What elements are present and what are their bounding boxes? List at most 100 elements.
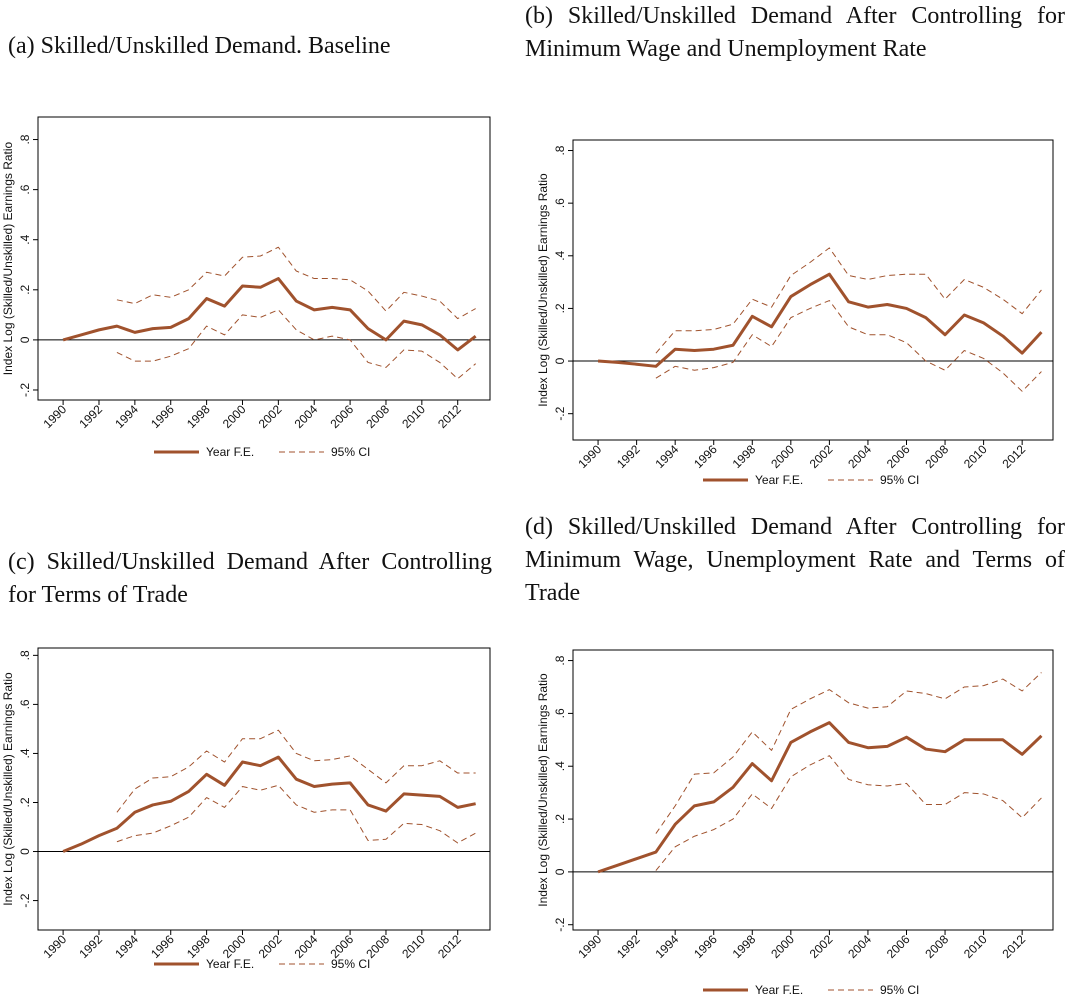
- x-tick-label: 1994: [653, 442, 682, 471]
- x-tick-label: 2006: [327, 402, 356, 431]
- chart-caption: (b) Skilled/Unskilled Demand After Contr…: [525, 3, 1065, 62]
- y-tick-label: -.2: [553, 917, 567, 931]
- x-tick-label: 2006: [884, 442, 913, 471]
- x-tick-label: 1994: [653, 932, 682, 961]
- plot-frame: [37, 647, 491, 931]
- x-tick-label: 1996: [148, 932, 177, 961]
- x-tick-label: 1996: [148, 402, 177, 431]
- y-tick-label: .8: [18, 650, 32, 660]
- y-tick-label: 0: [553, 868, 567, 875]
- y-axis-label: Index Log (Skilled/Unskilled) Earnings R…: [1, 672, 15, 906]
- plot-frame: [37, 116, 491, 401]
- x-tick-label: 2000: [768, 442, 797, 471]
- estimate-line: [597, 721, 1043, 874]
- legend-label: 95% CI: [880, 983, 919, 997]
- x-tick-label: 1998: [730, 932, 759, 961]
- x-tick-label: 2012: [999, 442, 1028, 471]
- estimate-line: [62, 755, 476, 853]
- x-tick-label: 2012: [435, 402, 464, 431]
- y-axis-label: Index Log (Skilled/Unskilled) Earnings R…: [1, 141, 15, 375]
- ci-upper-line: [116, 246, 476, 320]
- x-tick-label: 2002: [256, 402, 285, 431]
- x-tick-label: 1992: [76, 402, 105, 431]
- y-tick-label: .8: [553, 145, 567, 155]
- x-tick-label: 2010: [399, 402, 428, 431]
- ci-lower-line: [655, 300, 1042, 392]
- x-tick-label: 2010: [399, 932, 428, 961]
- x-tick-label: 1998: [184, 402, 213, 431]
- x-tick-label: 2000: [768, 932, 797, 961]
- y-tick-label: -.2: [18, 893, 32, 907]
- y-axis-label: Index Log (Skilled/Unskilled) Earnings R…: [536, 673, 550, 907]
- x-tick-label: 2002: [256, 932, 285, 961]
- chart: -.2 0 .2 .4 .6 .8 1990 1992 1994 1996 1998 2000 2002…: [536, 139, 1054, 487]
- y-tick-label: .4: [18, 234, 32, 244]
- chart-caption: (c) Skilled/Unskilled Demand After Contr…: [8, 549, 492, 608]
- chart-caption: (a) Skilled/Unskilled Demand. Baseline: [8, 33, 391, 59]
- x-tick-label: 1992: [614, 932, 643, 961]
- ci-upper-line: [655, 247, 1042, 354]
- x-tick-label: 1998: [730, 442, 759, 471]
- plot-frame: [572, 139, 1054, 441]
- x-tick-label: 2004: [845, 932, 874, 961]
- x-tick-label: 2006: [884, 932, 913, 961]
- y-tick-label: .8: [18, 134, 32, 144]
- x-tick-label: 1990: [575, 442, 604, 471]
- x-tick-label: 2000: [220, 402, 249, 431]
- legend-label: 95% CI: [880, 473, 919, 487]
- x-tick-label: 2010: [961, 932, 990, 961]
- legend-label: Year F.E.: [755, 473, 803, 487]
- legend-label: 95% CI: [331, 445, 370, 459]
- legend-label: Year F.E.: [206, 957, 254, 971]
- x-tick-label: 2010: [961, 442, 990, 471]
- y-tick-label: .2: [553, 303, 567, 313]
- y-axis-label: Index Log (Skilled/Unskilled) Earnings R…: [536, 173, 550, 407]
- x-tick-label: 1994: [112, 402, 141, 431]
- ci-lower-line: [116, 784, 476, 844]
- y-tick-label: .6: [553, 708, 567, 718]
- ci-lower-line: [655, 755, 1042, 871]
- y-tick-label: .4: [18, 748, 32, 758]
- y-tick-label: 0: [18, 848, 32, 855]
- y-tick-label: .6: [18, 699, 32, 709]
- x-tick-label: 2002: [807, 442, 836, 471]
- x-tick-label: 2004: [292, 932, 321, 961]
- plot-frame: [572, 649, 1054, 931]
- x-tick-label: 1994: [112, 932, 141, 961]
- legend-label: Year F.E.: [755, 983, 803, 997]
- y-tick-label: -.2: [553, 406, 567, 420]
- y-tick-label: -.2: [18, 383, 32, 397]
- x-tick-label: 2012: [999, 932, 1028, 961]
- chart-caption: (d) Skilled/Unskilled Demand After Contr…: [525, 514, 1065, 606]
- x-tick-label: 2008: [922, 932, 951, 961]
- legend-label: 95% CI: [331, 957, 370, 971]
- x-tick-label: 2002: [807, 932, 836, 961]
- y-tick-label: 0: [18, 336, 32, 343]
- y-tick-label: .6: [18, 184, 32, 194]
- y-tick-label: .6: [553, 198, 567, 208]
- legend-label: Year F.E.: [206, 445, 254, 459]
- y-tick-label: 0: [553, 357, 567, 364]
- x-tick-label: 1996: [691, 442, 720, 471]
- y-tick-label: .8: [553, 655, 567, 665]
- y-tick-label: .2: [18, 797, 32, 807]
- x-tick-label: 1992: [614, 442, 643, 471]
- x-tick-label: 1992: [76, 932, 105, 961]
- ci-lower-line: [116, 309, 476, 380]
- ci-upper-line: [116, 729, 476, 813]
- y-tick-label: .4: [553, 761, 567, 771]
- x-tick-label: 2004: [845, 442, 874, 471]
- estimate-line: [62, 277, 477, 352]
- y-tick-label: .2: [553, 814, 567, 824]
- y-tick-label: .4: [553, 250, 567, 260]
- x-tick-label: 1990: [40, 402, 69, 431]
- x-tick-label: 1990: [575, 932, 604, 961]
- x-tick-label: 2008: [922, 442, 951, 471]
- x-tick-label: 2004: [292, 402, 321, 431]
- estimate-line: [597, 272, 1043, 368]
- x-tick-label: 1990: [40, 932, 69, 961]
